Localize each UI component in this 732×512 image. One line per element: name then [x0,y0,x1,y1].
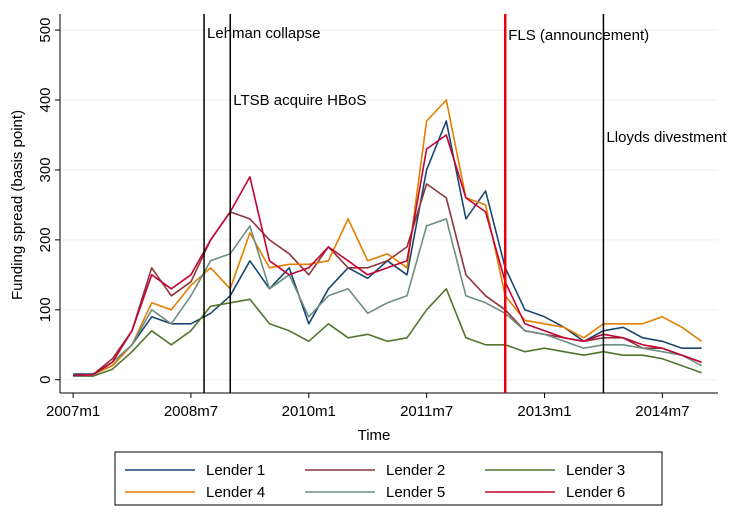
legend-label: Lender 5 [386,484,445,501]
legend: Lender 1 Lender 2 Lender 3 Lender 4 Lender 5… [114,451,663,506]
y-axis-title: Funding spread (basis point) [9,110,26,300]
series-line [73,99,703,377]
x-tick-label: 2008m7 [164,403,218,420]
x-tick-label: 2011m7 [400,403,453,420]
x-tick-label: 2014m7 [635,403,689,420]
x-tick-label: 2013m1 [517,403,571,420]
y-tick-label: 0 [37,376,54,384]
event-label: Lehman collapse [207,25,320,42]
event-label: FLS (announcement) [508,27,649,44]
series-line [73,183,702,377]
legend-label: Lender 6 [566,484,625,501]
x-axis-title: Time [358,427,391,444]
event-label: Lloyds divestment [606,129,727,146]
series-line [73,218,702,377]
x-tick-label: 2007m1 [46,403,100,420]
legend-label: Lender 2 [386,462,445,479]
legend-label: Lender 1 [206,462,265,479]
legend-label: Lender 4 [206,484,265,501]
y-tick-label: 500 [37,18,54,43]
event-label: LTSB acquire HBoS [233,92,366,109]
y-tick-label: 200 [37,227,54,252]
series-line [73,134,702,377]
y-tick-label: 100 [37,297,54,322]
x-tick-label: 2010m1 [282,403,336,420]
y-tick-label: 300 [37,157,54,182]
series-line [73,288,702,377]
legend-label: Lender 3 [566,462,625,479]
legend-box [114,451,663,506]
y-tick-label: 400 [37,87,54,112]
